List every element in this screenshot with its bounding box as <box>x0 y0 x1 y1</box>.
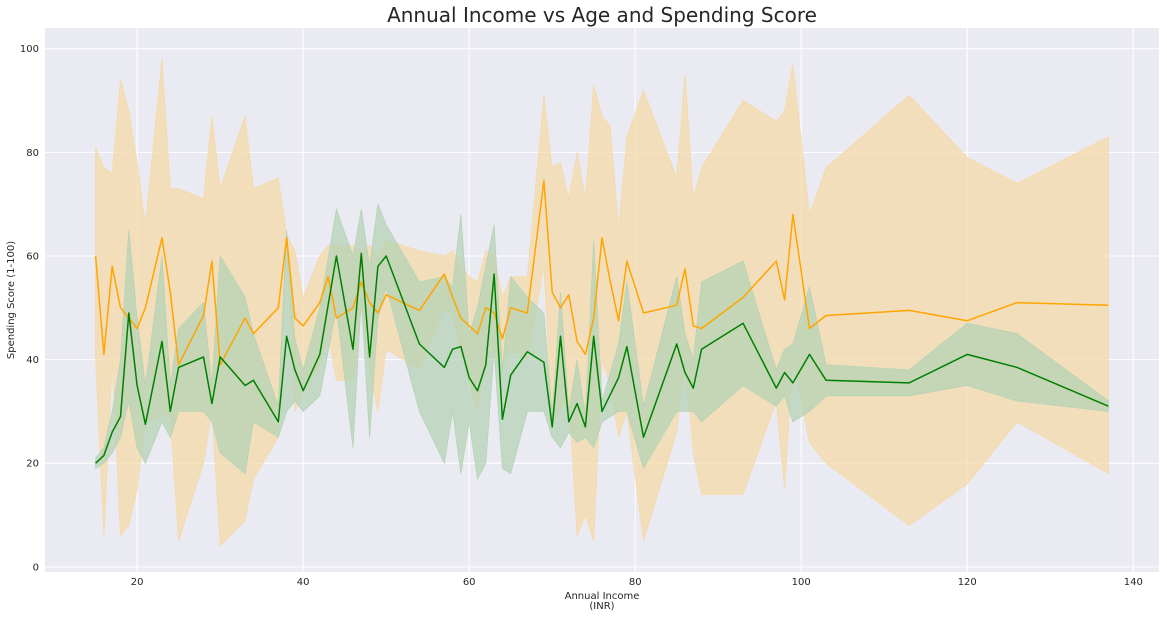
x-tick-label: 140 <box>1124 577 1143 588</box>
x-axis-label-line-2: (INR) <box>589 601 614 612</box>
series-bands <box>95 59 1109 548</box>
y-tick-label: 0 <box>33 562 39 573</box>
y-tick-label: 20 <box>26 459 39 470</box>
y-tick-label: 60 <box>26 251 39 262</box>
x-tick-label: 100 <box>792 577 811 588</box>
x-tick-label: 80 <box>629 577 642 588</box>
series-2-confidence-band <box>95 202 1109 480</box>
x-tick-label: 40 <box>297 577 310 588</box>
y-tick-label: 80 <box>26 148 39 159</box>
series-lines <box>94 180 1109 464</box>
y-tick-label: 40 <box>26 355 39 366</box>
chart-title: Annual Income vs Age and Spending Score <box>387 3 817 27</box>
x-axis-label-line-1: Annual Income <box>565 591 640 602</box>
y-axis-label: Spending Score (1-100) <box>6 241 17 359</box>
x-tick-label: 20 <box>131 577 144 588</box>
y-tick-label: 100 <box>20 44 39 55</box>
x-tick-label: 120 <box>958 577 977 588</box>
x-tick-label: 60 <box>463 577 476 588</box>
series-2-line <box>95 252 1109 464</box>
series-1-line <box>94 180 1109 366</box>
x-tick-labels: 20 40 60 80 100 120 140 <box>131 577 1143 588</box>
y-tick-labels: 0 20 40 60 80 100 <box>20 44 39 573</box>
